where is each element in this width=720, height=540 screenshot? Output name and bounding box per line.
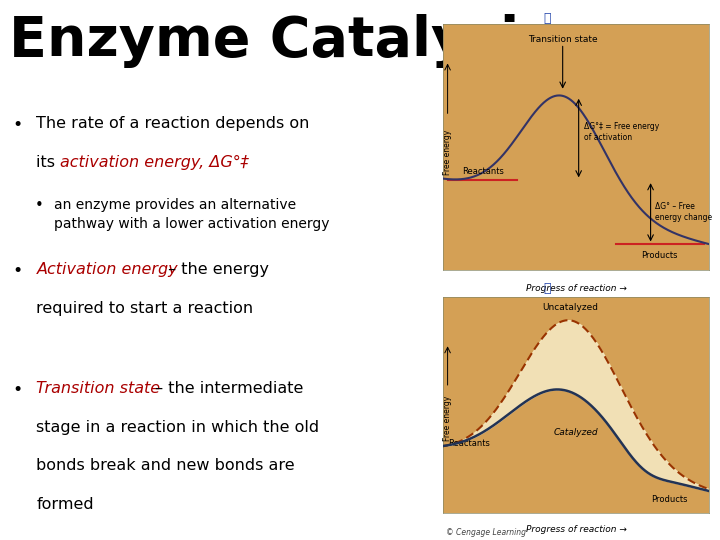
Text: © Cengage Learning: © Cengage Learning [446,528,526,537]
Text: Uncatalyzed: Uncatalyzed [543,303,598,312]
Text: Free energy: Free energy [443,395,452,441]
Text: Reactants: Reactants [449,440,490,448]
Text: ΔG° – Free
energy change: ΔG° – Free energy change [654,202,711,222]
Text: Catalyzed: Catalyzed [554,428,598,437]
Text: •: • [13,116,23,134]
Text: The rate of a reaction depends on: The rate of a reaction depends on [37,116,310,131]
Text: Products: Products [652,495,688,504]
Text: required to start a reaction: required to start a reaction [37,301,253,316]
Text: Ⓑ: Ⓑ [544,282,551,295]
Text: Free energy: Free energy [443,130,452,175]
Text: Progress of reaction →: Progress of reaction → [526,285,626,293]
Text: an enzyme provides an alternative
pathway with a lower activation energy: an enzyme provides an alternative pathwa… [53,198,329,231]
Text: bonds break and new bonds are: bonds break and new bonds are [37,458,295,474]
Text: stage in a reaction in which the old: stage in a reaction in which the old [37,420,320,435]
Text: •: • [35,198,43,213]
Text: formed: formed [37,497,94,512]
Text: •: • [13,262,23,280]
Text: Ⓐ: Ⓐ [544,12,551,25]
Text: Transition state: Transition state [37,381,161,396]
Text: activation energy, ΔG°‡: activation energy, ΔG°‡ [60,155,248,170]
Text: Progress of reaction →: Progress of reaction → [526,525,626,534]
Text: Products: Products [641,251,678,260]
Text: Reactants: Reactants [462,167,504,176]
Text: Enzyme Catalysis: Enzyme Catalysis [9,14,552,68]
Text: Activation energy: Activation energy [37,262,178,277]
Text: ΔG°‡ = Free energy
of activation: ΔG°‡ = Free energy of activation [584,122,660,141]
Text: •: • [13,381,23,399]
Text: – the intermediate: – the intermediate [150,381,303,396]
Text: its: its [37,155,60,170]
Text: Transition state: Transition state [528,35,598,44]
Text: – the energy: – the energy [163,262,269,277]
